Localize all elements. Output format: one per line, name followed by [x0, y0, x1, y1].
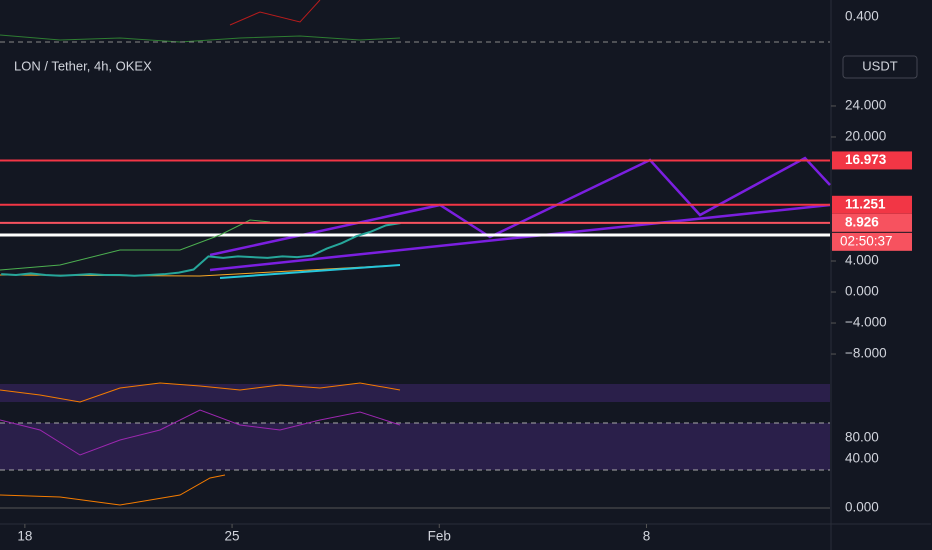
- trend-line: [209, 203, 831, 272]
- y-tick-label: −8.000: [845, 346, 887, 361]
- price-line: [1, 222, 401, 277]
- currency[interactable]: USDT: [862, 58, 897, 73]
- indicator-line: [0, 34, 401, 43]
- y-tick-label: −4.000: [845, 315, 887, 330]
- ma-line: [219, 264, 401, 279]
- countdown: 02:50:37: [840, 233, 893, 248]
- rsi-line: [0, 382, 401, 403]
- y-tick-label: 20.000: [845, 129, 886, 144]
- x-tick-label: 8: [643, 529, 651, 544]
- price-label-box: [832, 195, 912, 214]
- y-tick-label: 24.000: [845, 98, 886, 113]
- stoch-line: [0, 409, 401, 456]
- chart-title: LON / Tether, 4h, OKEX: [14, 58, 152, 73]
- price-label: 8.926: [845, 214, 879, 229]
- indicator-line: [229, 0, 321, 26]
- y-tick-label: 4.000: [845, 253, 879, 268]
- countdown-box: [832, 232, 912, 251]
- price-label-box: [832, 213, 912, 232]
- indicator-label: 40.00: [845, 451, 879, 466]
- indicator-label: 0.000: [845, 500, 879, 515]
- indicator-label: 0.400: [845, 9, 879, 24]
- macd-line: [0, 474, 226, 506]
- price-label: 16.973: [845, 152, 887, 167]
- rsi-band: [0, 384, 830, 402]
- indicator-line: [0, 219, 271, 271]
- price-label-box: [832, 151, 912, 170]
- x-tick-label: Feb: [428, 529, 451, 544]
- x-tick-label: 18: [17, 529, 32, 544]
- price-label: 11.251: [845, 196, 886, 211]
- y-tick-label: 0.000: [845, 284, 879, 299]
- indicator-label: 80.00: [845, 430, 879, 445]
- stoch-band: [0, 423, 830, 470]
- currency-button[interactable]: [842, 55, 918, 79]
- x-tick-label: 25: [225, 529, 240, 544]
